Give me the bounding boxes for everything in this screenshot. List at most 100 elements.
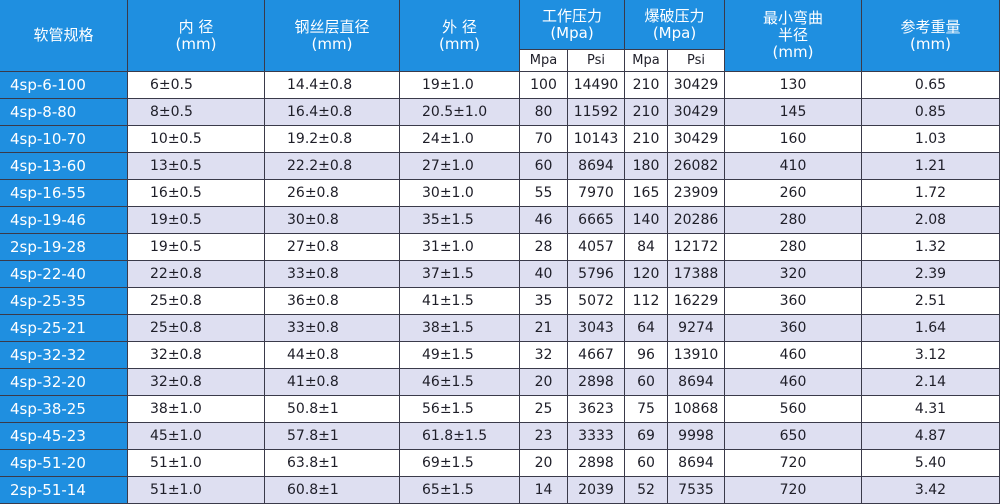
data-cell: 145 — [725, 99, 862, 126]
data-cell: 28 — [520, 234, 568, 261]
header-cell: 钢丝层直径 (mm) — [265, 0, 400, 72]
data-cell: 8694 — [568, 153, 625, 180]
data-cell: 320 — [725, 261, 862, 288]
data-cell: 210 — [625, 126, 668, 153]
data-cell: 4.87 — [862, 423, 1000, 450]
data-cell: 3043 — [568, 315, 625, 342]
spec-cell: 4sp-25-35 — [0, 288, 128, 315]
data-cell: 5.40 — [862, 450, 1000, 477]
spec-cell: 4sp-19-46 — [0, 207, 128, 234]
data-cell: 280 — [725, 207, 862, 234]
data-cell: 38±1.0 — [128, 396, 265, 423]
data-cell: 30429 — [668, 126, 725, 153]
data-cell: 165 — [625, 180, 668, 207]
data-cell: 14 — [520, 477, 568, 504]
data-cell: 23909 — [668, 180, 725, 207]
data-cell: 80 — [520, 99, 568, 126]
data-cell: 7535 — [668, 477, 725, 504]
data-cell: 31±1.0 — [400, 234, 520, 261]
spec-cell: 4sp-32-32 — [0, 342, 128, 369]
data-cell: 3623 — [568, 396, 625, 423]
header-text: (mm) — [910, 34, 951, 53]
data-cell: 4.31 — [862, 396, 1000, 423]
data-cell: 12172 — [668, 234, 725, 261]
data-cell: 46 — [520, 207, 568, 234]
data-cell: 16229 — [668, 288, 725, 315]
data-cell: 41±0.8 — [265, 369, 400, 396]
data-cell: 460 — [725, 342, 862, 369]
spec-cell: 4sp-32-20 — [0, 369, 128, 396]
data-cell: 20 — [520, 369, 568, 396]
spec-cell: 4sp-8-80 — [0, 99, 128, 126]
header-cell: 外 径 (mm) — [400, 0, 520, 72]
spec-cell: 4sp-22-40 — [0, 261, 128, 288]
data-cell: 6±0.5 — [128, 72, 265, 99]
data-cell: 45±1.0 — [128, 423, 265, 450]
data-cell: 2898 — [568, 450, 625, 477]
subheader-cell: Psi — [568, 50, 625, 72]
data-cell: 460 — [725, 369, 862, 396]
data-cell: 19.2±0.8 — [265, 126, 400, 153]
header-text: 工作压力 — [541, 6, 602, 25]
data-cell: 33±0.8 — [265, 315, 400, 342]
data-cell: 16.4±0.8 — [265, 99, 400, 126]
data-cell: 130 — [725, 72, 862, 99]
data-cell: 8694 — [668, 369, 725, 396]
data-cell: 22.2±0.8 — [265, 153, 400, 180]
data-cell: 11592 — [568, 99, 625, 126]
data-cell: 280 — [725, 234, 862, 261]
data-cell: 57.8±1 — [265, 423, 400, 450]
spec-cell: 4sp-6-100 — [0, 72, 128, 99]
spec-cell: 4sp-13-60 — [0, 153, 128, 180]
data-cell: 60 — [625, 450, 668, 477]
spec-cell: 4sp-25-21 — [0, 315, 128, 342]
data-cell: 8±0.5 — [128, 99, 265, 126]
data-cell: 14490 — [568, 72, 625, 99]
data-cell: 36±0.8 — [265, 288, 400, 315]
data-cell: 19±0.5 — [128, 207, 265, 234]
header-text: (mm) — [311, 34, 353, 53]
data-cell: 260 — [725, 180, 862, 207]
data-cell: 84 — [625, 234, 668, 261]
data-cell: 100 — [520, 72, 568, 99]
header-text: 爆破压力 — [644, 6, 705, 25]
data-cell: 16±0.5 — [128, 180, 265, 207]
data-cell: 720 — [725, 477, 862, 504]
data-cell: 160 — [725, 126, 862, 153]
header-cell: 最小弯曲 半径 (mm) — [725, 0, 862, 72]
data-cell: 180 — [625, 153, 668, 180]
data-cell: 27±0.8 — [265, 234, 400, 261]
data-cell: 5796 — [568, 261, 625, 288]
spec-cell: 4sp-51-20 — [0, 450, 128, 477]
header-text: 外 径 — [442, 17, 477, 36]
data-cell: 75 — [625, 396, 668, 423]
data-cell: 19±1.0 — [400, 72, 520, 99]
data-cell: 13±0.5 — [128, 153, 265, 180]
data-cell: 20 — [520, 450, 568, 477]
data-cell: 25±0.8 — [128, 288, 265, 315]
data-cell: 1.72 — [862, 180, 1000, 207]
data-cell: 51±1.0 — [128, 477, 265, 504]
data-cell: 410 — [725, 153, 862, 180]
header-cell: 爆破压力 (Mpa) — [625, 0, 725, 50]
data-cell: 2.08 — [862, 207, 1000, 234]
data-cell: 44±0.8 — [265, 342, 400, 369]
data-cell: 37±1.5 — [400, 261, 520, 288]
data-cell: 3333 — [568, 423, 625, 450]
data-cell: 65±1.5 — [400, 477, 520, 504]
header-text: 软管规格 — [33, 26, 94, 44]
data-cell: 32±0.8 — [128, 342, 265, 369]
data-cell: 10143 — [568, 126, 625, 153]
spec-cell: 2sp-51-14 — [0, 477, 128, 504]
header-cell: 软管规格 — [0, 0, 128, 72]
header-text: (Mpa) — [652, 23, 697, 42]
header-text: (Mpa) — [550, 23, 594, 42]
data-cell: 1.21 — [862, 153, 1000, 180]
data-cell: 17388 — [668, 261, 725, 288]
data-cell: 4057 — [568, 234, 625, 261]
data-cell: 2.14 — [862, 369, 1000, 396]
data-cell: 69 — [625, 423, 668, 450]
data-cell: 33±0.8 — [265, 261, 400, 288]
data-cell: 5072 — [568, 288, 625, 315]
data-cell: 3.12 — [862, 342, 1000, 369]
